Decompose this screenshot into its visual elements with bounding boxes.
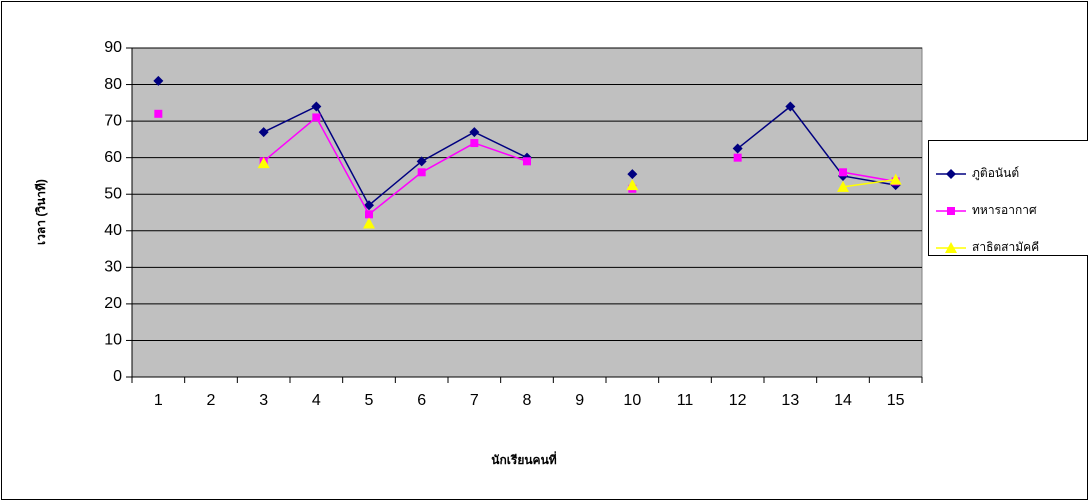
legend-marker: [947, 207, 955, 215]
legend-box: [928, 140, 1088, 256]
y-tick-label: 20: [104, 295, 122, 312]
marker: [470, 139, 479, 148]
x-tick-label: 2: [207, 392, 216, 409]
x-tick-label: 8: [523, 392, 532, 409]
marker: [837, 180, 849, 192]
marker: [417, 168, 426, 177]
x-tick-label: 14: [834, 392, 852, 409]
marker: [732, 143, 743, 154]
marker: [416, 156, 427, 167]
marker: [365, 210, 373, 219]
x-tick-label: 7: [470, 392, 479, 409]
y-tick-label: 60: [104, 149, 122, 166]
x-tick-label: 5: [365, 392, 374, 409]
x-tick-label: 13: [781, 392, 799, 409]
legend-marker: [946, 169, 956, 179]
x-tick-label: 15: [887, 392, 905, 409]
marker: [153, 75, 164, 86]
x-tick-label: 9: [575, 392, 584, 409]
x-tick-label: 4: [312, 392, 321, 409]
x-tick-label: 12: [729, 392, 747, 409]
y-tick-label: 80: [104, 76, 122, 93]
marker: [312, 113, 321, 122]
x-tick-label: 3: [259, 392, 268, 409]
y-tick-label: 0: [113, 368, 122, 385]
series-line: [263, 105, 896, 207]
y-tick-label: 30: [104, 259, 122, 276]
legend-label: ภูติอนันต์: [972, 166, 1019, 181]
y-tick-label: 90: [104, 39, 122, 56]
x-tick-label: 11: [677, 392, 694, 409]
series-line: [263, 116, 896, 216]
y-tick-label: 40: [104, 222, 122, 239]
x-tick-label: 10: [623, 392, 641, 409]
x-tick-label: 6: [417, 392, 426, 409]
legend-marker: [945, 242, 957, 253]
marker: [733, 153, 742, 162]
marker: [363, 217, 375, 229]
y-axis-title: เวลา (วินาที): [34, 179, 48, 245]
marker: [523, 157, 531, 166]
series-line: [842, 178, 896, 188]
marker: [469, 127, 480, 138]
marker: [311, 101, 322, 112]
marker: [839, 168, 847, 177]
marker: [785, 101, 796, 112]
marker: [154, 109, 163, 118]
legend-label: สาธิตสามัคคี: [972, 240, 1039, 254]
y-tick-label: 10: [104, 332, 122, 349]
y-tick-label: 70: [104, 112, 122, 129]
marker: [627, 169, 638, 180]
x-tick-label: 1: [154, 392, 163, 409]
marker: [889, 173, 902, 185]
plot-area: [131, 47, 923, 378]
y-tick-label: 50: [104, 185, 122, 202]
marker: [258, 127, 269, 138]
marker: [257, 157, 270, 169]
marker: [626, 179, 639, 191]
x-axis-title: นักเรียนคนที่: [491, 451, 556, 467]
marker: [364, 200, 374, 211]
legend-label: ทหารอากาศ: [972, 203, 1037, 217]
